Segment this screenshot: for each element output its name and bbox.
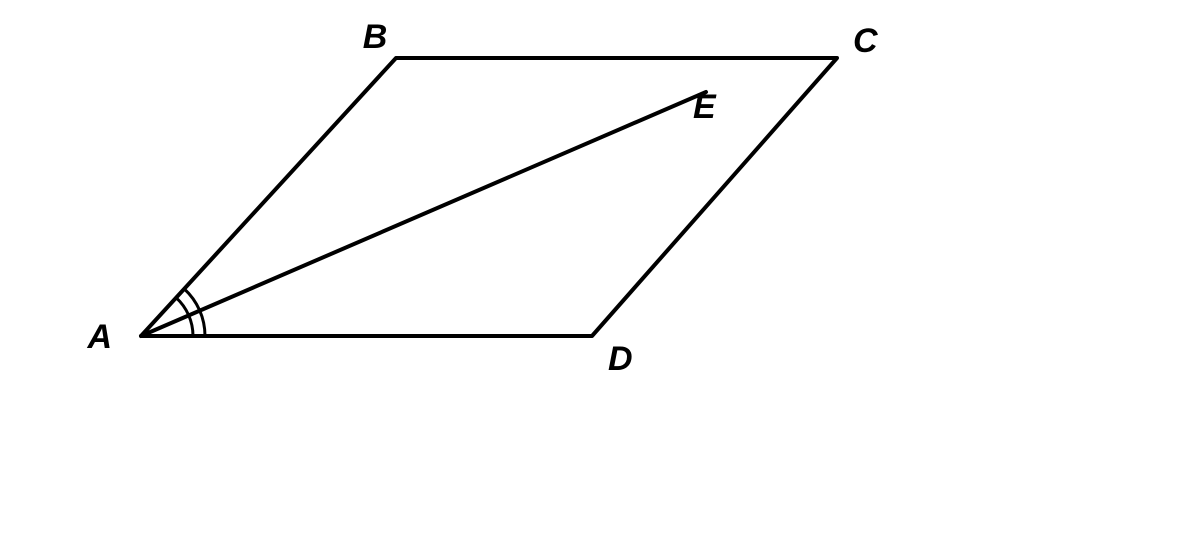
label-a: A [86,318,112,356]
label-e: E [693,88,717,126]
label-d: D [608,340,633,378]
geometry-diagram: A B C D E [0,0,1200,541]
label-c: C [853,22,878,60]
label-b: B [363,18,388,56]
segment-ae [141,92,706,336]
quadrilateral-outline [141,58,837,336]
